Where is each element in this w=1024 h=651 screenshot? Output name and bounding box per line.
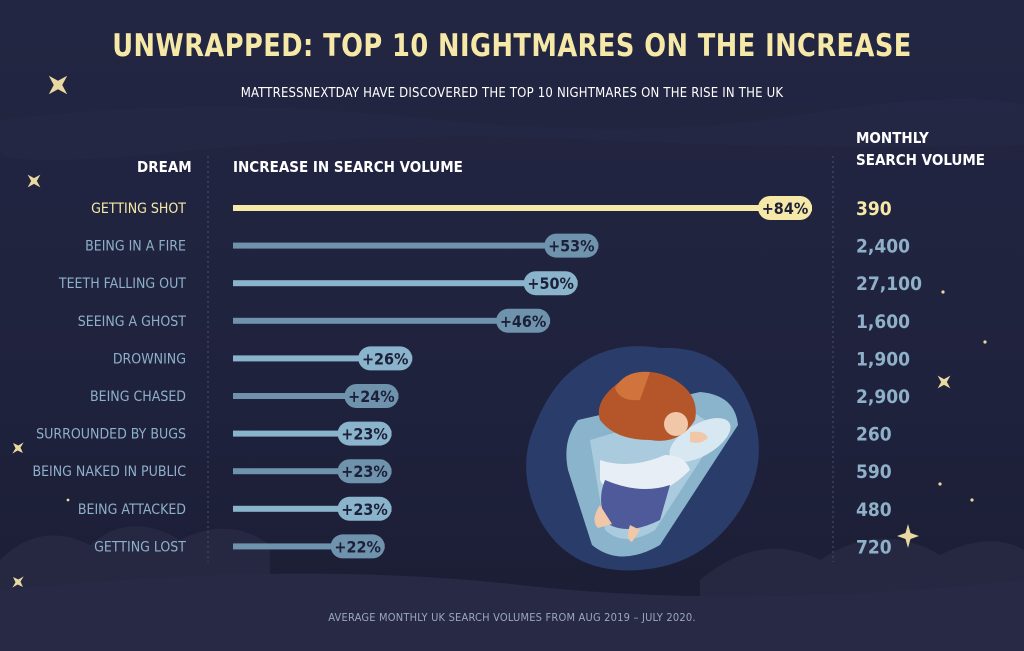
search-volume-value: 1,600 [856, 311, 910, 333]
chart-subtitle: MATTRESSNEXTDAY HAVE DISCOVERED THE TOP … [240, 86, 784, 101]
value-pill [523, 271, 578, 296]
value-pill [758, 196, 812, 220]
value-pill [544, 233, 599, 258]
chart-title: UNWRAPPED: TOP 10 NIGHTMARES ON THE INCR… [112, 28, 912, 64]
star-icon [27, 174, 41, 188]
search-volume-value: 480 [856, 499, 892, 521]
value-label: +23% [341, 462, 388, 481]
dream-label: BEING ATTACKED [78, 502, 186, 518]
dream-label: GETTING SHOT [91, 201, 186, 217]
value-label: +84% [762, 199, 809, 218]
increase-column-header: INCREASE IN SEARCH VOLUME [233, 158, 463, 176]
value-label: +46% [500, 312, 547, 331]
value-label: +26% [362, 349, 409, 368]
value-label: +53% [548, 237, 595, 256]
bar [233, 280, 578, 287]
bar [233, 355, 413, 362]
star-icon [897, 524, 919, 548]
value-label: +23% [341, 425, 388, 444]
bar [233, 468, 392, 475]
star-icon [48, 75, 68, 95]
monthly-header-line1: MONTHLY [856, 129, 929, 147]
bar [233, 205, 812, 211]
value-label: +50% [527, 274, 574, 293]
value-pill [337, 459, 392, 484]
search-volume-value: 390 [856, 198, 892, 220]
value-pill [358, 346, 413, 371]
dream-label: SEEING A GHOST [78, 314, 187, 330]
search-volume-value: 2,400 [856, 236, 910, 258]
value-pill [496, 308, 551, 333]
search-volume-value: 260 [856, 424, 892, 446]
search-volume-value: 720 [856, 536, 892, 558]
dream-label: BEING IN A FIRE [85, 239, 186, 255]
value-pill [337, 421, 392, 446]
value-pill [330, 534, 385, 559]
value-label: +22% [334, 537, 381, 556]
search-volume-value: 27,100 [856, 273, 922, 295]
monthly-header-line2: SEARCH VOLUME [856, 151, 985, 169]
dream-label: DROWNING [113, 351, 186, 367]
value-label: +24% [348, 387, 395, 406]
dream-label: SURROUNDED BY BUGS [36, 427, 186, 443]
bar [233, 393, 399, 399]
search-volume-value: 2,900 [856, 386, 910, 408]
chart-footnote: AVERAGE MONTHLY UK SEARCH VOLUMES FROM A… [328, 611, 696, 624]
search-volume-value: 1,900 [856, 348, 910, 370]
star-icon [12, 442, 24, 454]
value-label: +23% [341, 500, 388, 519]
dream-column-header: DREAM [137, 158, 192, 176]
value-pill [337, 496, 392, 521]
bar [233, 543, 385, 550]
bar [233, 505, 392, 512]
dream-label: TEETH FALLING OUT [58, 276, 186, 292]
bar [233, 242, 599, 249]
search-volume-value: 590 [856, 461, 892, 483]
dream-label: GETTING LOST [94, 539, 186, 555]
bar [233, 430, 392, 437]
star-icons [12, 75, 987, 588]
star-icon [12, 576, 24, 588]
bar [233, 317, 551, 324]
dream-label: BEING CHASED [90, 389, 186, 405]
value-pill [344, 384, 399, 408]
dream-label: BEING NAKED IN PUBLIC [32, 464, 186, 480]
star-icon [937, 375, 951, 389]
